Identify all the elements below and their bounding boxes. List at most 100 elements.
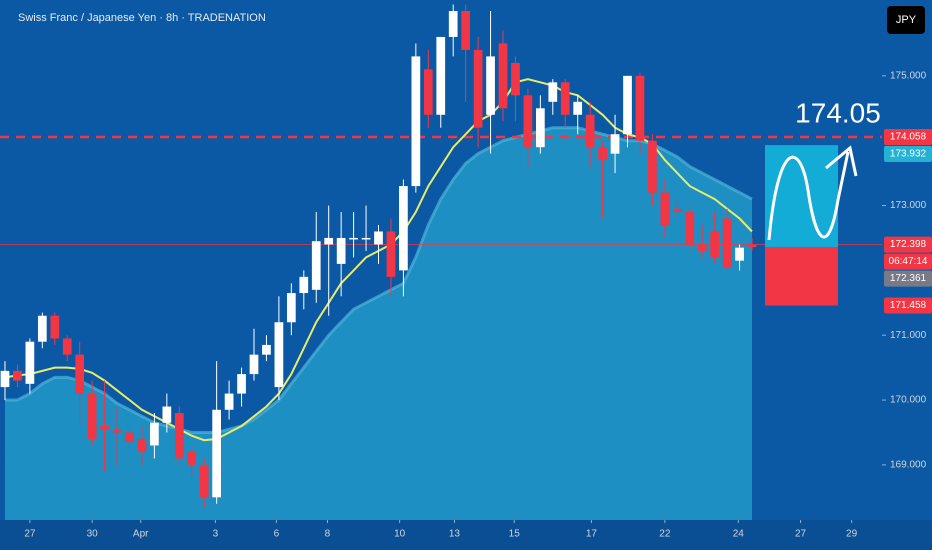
candle-body (349, 237, 358, 240)
plot-area (0, 4, 882, 520)
x-tick-label: 27 (795, 529, 807, 540)
candle-body (125, 432, 134, 443)
x-tick-label: 15 (509, 529, 521, 540)
forecast-loss-box (765, 246, 838, 306)
candle-body (25, 341, 35, 384)
candle-body (0, 370, 10, 388)
candle-body (585, 114, 595, 148)
candle-body (735, 247, 744, 261)
candle-body (672, 208, 682, 213)
price-label-bg (884, 145, 932, 162)
candle-body (511, 62, 520, 96)
x-axis-bar (0, 520, 932, 550)
candle-body (13, 370, 22, 381)
candle-body (399, 186, 408, 271)
candle-body (747, 244, 757, 248)
candle-body (100, 425, 109, 430)
candle-body (224, 393, 234, 410)
candle-body (461, 11, 471, 50)
countdown-label: 06:47:14 (889, 256, 928, 267)
price-label: 174.058 (890, 132, 927, 143)
price-label-bg (884, 236, 932, 253)
candle-body (411, 56, 421, 187)
candle-body (436, 36, 446, 115)
price-label: 171.458 (890, 300, 927, 311)
candle-body (523, 95, 533, 148)
x-tick-label: 30 (87, 529, 99, 540)
candle-body (50, 315, 60, 339)
x-tick-label: 3 (213, 529, 219, 540)
forecast-curve (767, 151, 850, 241)
candle-body (336, 237, 346, 264)
currency-button[interactable] (887, 6, 925, 34)
candle-body (274, 322, 284, 388)
x-tick-label: 8 (325, 529, 331, 540)
x-tick-label: 22 (659, 529, 671, 540)
candle-body (311, 241, 321, 290)
price-label-bg (884, 270, 932, 287)
candle-body (660, 192, 670, 225)
price-label: 172.361 (890, 273, 927, 284)
candle-body (162, 406, 172, 423)
candle-body (648, 140, 657, 193)
candle-body (212, 409, 221, 498)
x-tick-label: 10 (394, 529, 406, 540)
x-tick-label: 29 (846, 529, 858, 540)
candle-body (573, 101, 583, 115)
candle-body (635, 75, 645, 141)
y-tick-label: 169.000 (890, 460, 927, 471)
candle-body (187, 451, 197, 465)
price-label: 173.932 (890, 149, 927, 160)
candle-body (423, 69, 433, 115)
candle-body (286, 293, 296, 323)
candle-body (610, 134, 620, 154)
candle-body (37, 315, 47, 342)
x-tick-label: 24 (733, 529, 745, 540)
candle-body (498, 43, 508, 109)
candle-body (685, 212, 695, 245)
y-tick-label: 173.000 (890, 200, 927, 211)
candle-body (386, 231, 396, 277)
price-label: 172.398 (890, 239, 927, 250)
candle-body (710, 231, 720, 258)
candle-body (623, 75, 632, 135)
y-tick-label: 175.000 (890, 71, 927, 82)
candle-body (473, 49, 483, 128)
x-tick-label: 13 (449, 529, 461, 540)
y-tick-label: 171.000 (890, 330, 927, 341)
currency-label[interactable]: JPY (896, 14, 917, 26)
target-label: 174.05 (795, 97, 881, 128)
candle-body (535, 108, 545, 148)
candle-body (75, 354, 85, 394)
x-tick-label: Apr (133, 529, 149, 540)
candle-body (150, 422, 159, 446)
chart-title: Swiss Franc / Japanese Yen · 8h · TRADEN… (18, 12, 266, 24)
candle-body (299, 276, 309, 294)
candle-body (374, 231, 383, 245)
candle-body (237, 374, 246, 394)
price-label-bg (884, 297, 932, 314)
candle-body (448, 11, 458, 37)
x-tick-label: 17 (586, 529, 598, 540)
forecast-arrow (825, 145, 858, 177)
candle-body (262, 344, 271, 355)
candle-body (548, 82, 558, 102)
candle-body (199, 464, 209, 498)
y-tick-label: 170.000 (890, 395, 927, 406)
candle-body (697, 244, 707, 251)
candle-body (112, 429, 122, 433)
band-area (4, 127, 753, 520)
candle-body (249, 354, 259, 375)
candle-body (486, 56, 495, 115)
candle-body (137, 438, 147, 452)
candle-body (361, 237, 371, 240)
candle-body (598, 147, 607, 161)
candle-body (87, 393, 97, 439)
candle-body (722, 218, 732, 268)
candle-body (560, 82, 570, 115)
candle-body (174, 413, 184, 459)
forecast-profit-box (765, 145, 838, 247)
x-tick-label: 27 (24, 529, 36, 540)
